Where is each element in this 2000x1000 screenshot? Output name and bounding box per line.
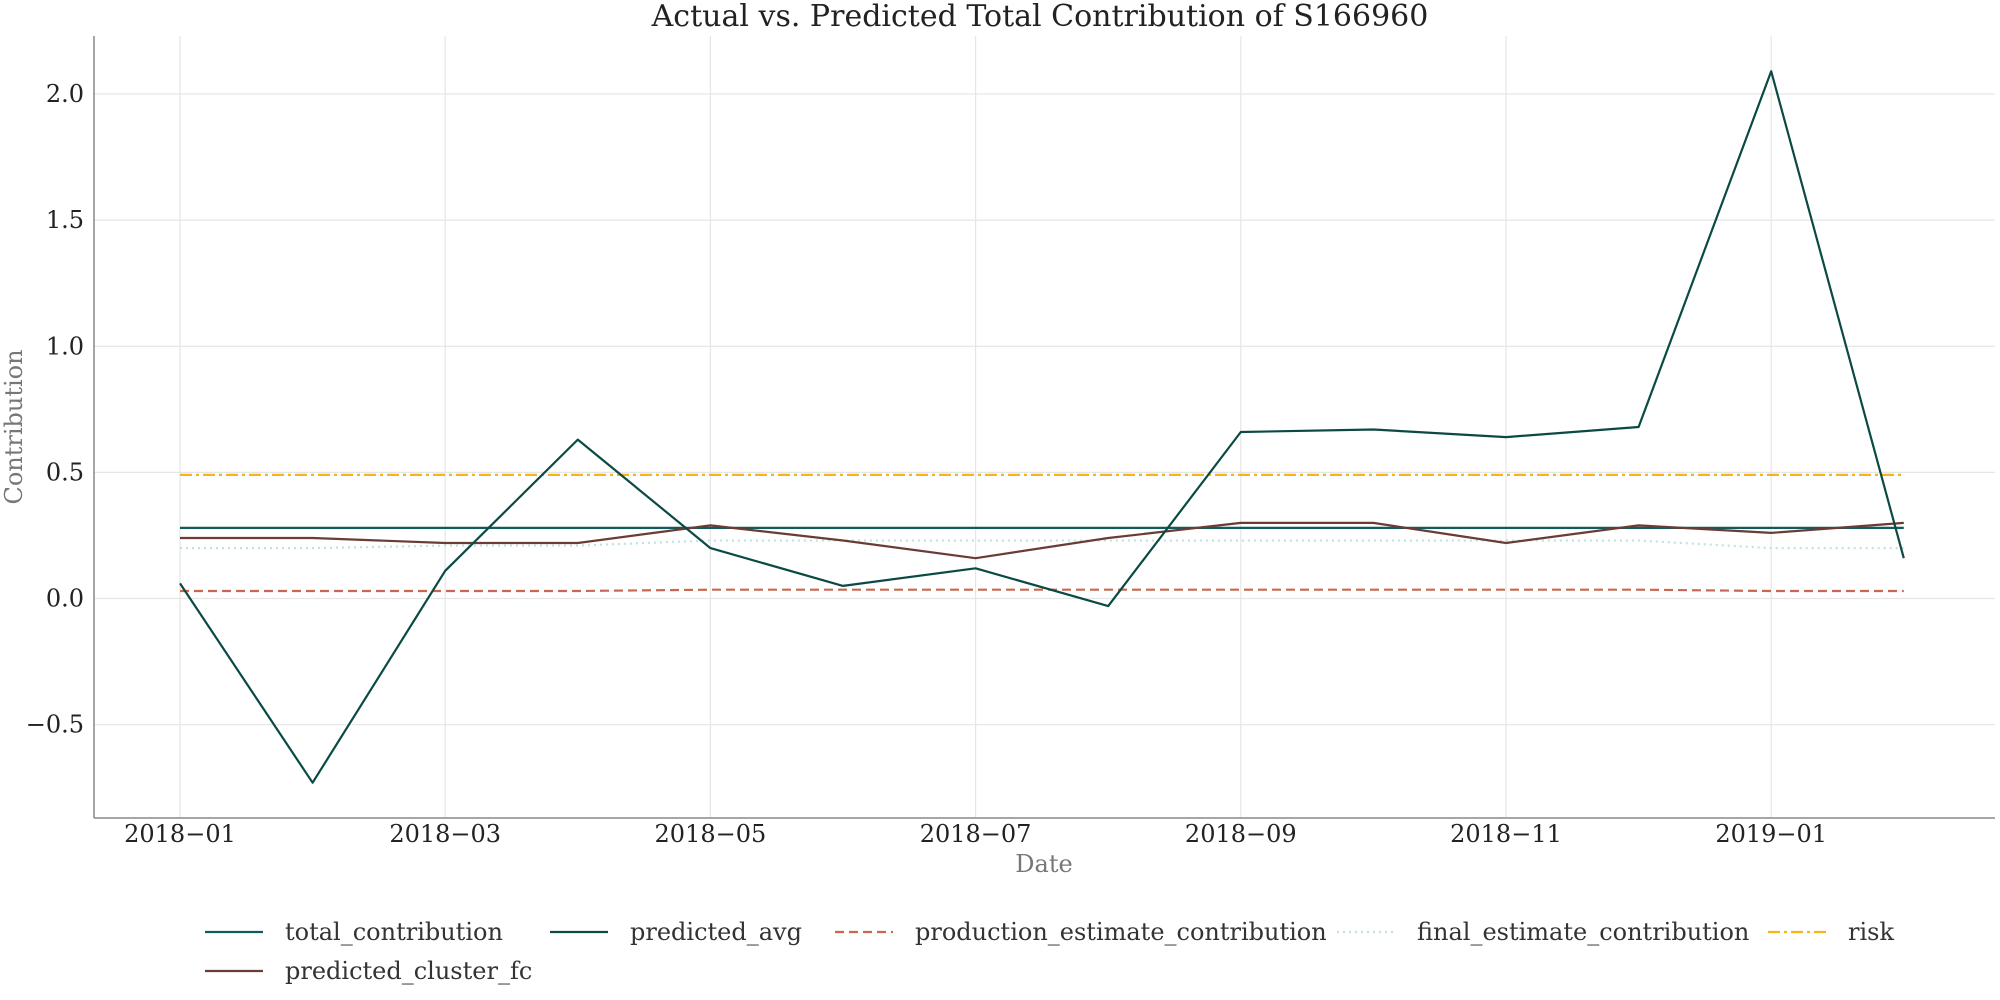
x-tick-label: 2018−09 — [1185, 820, 1297, 848]
legend-label: total_contribution — [285, 918, 503, 946]
y-tick-label: 2.0 — [46, 80, 84, 108]
x-tick-label: 2018−03 — [389, 820, 501, 848]
legend-label: predicted_avg — [630, 918, 802, 946]
axes — [93, 36, 1995, 819]
x-tick-label: 2018−11 — [1450, 820, 1562, 848]
x-axis-label: Date — [1015, 850, 1072, 878]
series-line-predicted-cluster-fc — [180, 521, 1904, 560]
series-line-predicted-avg — [179, 70, 1905, 784]
chart-title: Actual vs. Predicted Total Contribution … — [651, 0, 1429, 34]
y-tick-label: −0.5 — [26, 711, 84, 739]
grid — [94, 36, 1995, 818]
series-line-final-estimate-contribution — [180, 539, 1904, 550]
legend-label: production_estimate_contribution — [915, 918, 1327, 946]
y-tick-label: 1.0 — [46, 332, 84, 360]
x-tick-label: 2019−01 — [1715, 820, 1827, 848]
legend-label: risk — [1848, 918, 1894, 946]
legend: total_contribution predicted_avg productio… — [205, 918, 1894, 985]
series-line-production-estimate-contribution — [180, 588, 1904, 593]
x-tick-label: 2018−01 — [124, 820, 236, 848]
legend-label: final_estimate_contribution — [1417, 918, 1749, 946]
y-axis-label: Contribution — [0, 349, 28, 504]
tick-labels: 2018−01 2018−03 2018−05 2018−07 2018−09 2018−… — [26, 80, 1827, 848]
x-tick-label: 2018−05 — [655, 820, 767, 848]
x-tick-label: 2018−07 — [920, 820, 1032, 848]
y-tick-label: 0.5 — [46, 458, 84, 486]
y-tick-label: 1.5 — [46, 206, 84, 234]
series-lines — [179, 70, 1905, 784]
legend-label: predicted_cluster_fc — [285, 957, 532, 985]
y-tick-label: 0.0 — [46, 585, 84, 613]
